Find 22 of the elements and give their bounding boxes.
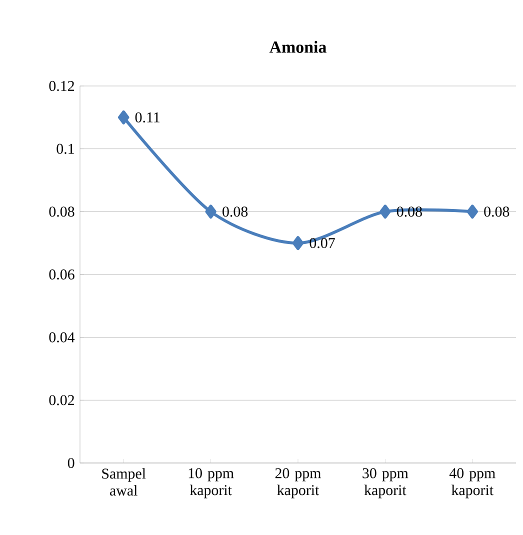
data-label: 0.11 — [135, 112, 160, 122]
x-tick-label: 10 ppm kaporit — [188, 468, 234, 498]
x-tick-label: 30 ppm kaporit — [362, 468, 408, 498]
y-tick-label: 0.02 — [49, 395, 74, 406]
chart-title: Amonia — [269, 40, 326, 53]
y-tick-label: 0.06 — [49, 269, 74, 280]
y-tick-label: 0 — [68, 458, 74, 468]
point — [118, 110, 130, 124]
y-tick-label: 0.1 — [56, 144, 74, 154]
x-tick-label: 40 ppm kaporit — [449, 468, 496, 498]
y-tick-label: 0.12 — [49, 80, 74, 92]
y-tick-label: 0.08 — [49, 206, 74, 217]
data-label: 0.08 — [222, 206, 248, 217]
point — [292, 236, 304, 250]
data-label: 0.08 — [484, 206, 510, 217]
y-tick-label: 0.04 — [49, 332, 75, 342]
x-tick-label: 20 ppm kaporit — [275, 468, 322, 498]
point — [205, 204, 216, 219]
x-tick-label: Sampel awal — [102, 468, 146, 496]
point — [466, 204, 478, 219]
data-label: 0.07 — [310, 238, 335, 248]
point — [380, 204, 391, 219]
